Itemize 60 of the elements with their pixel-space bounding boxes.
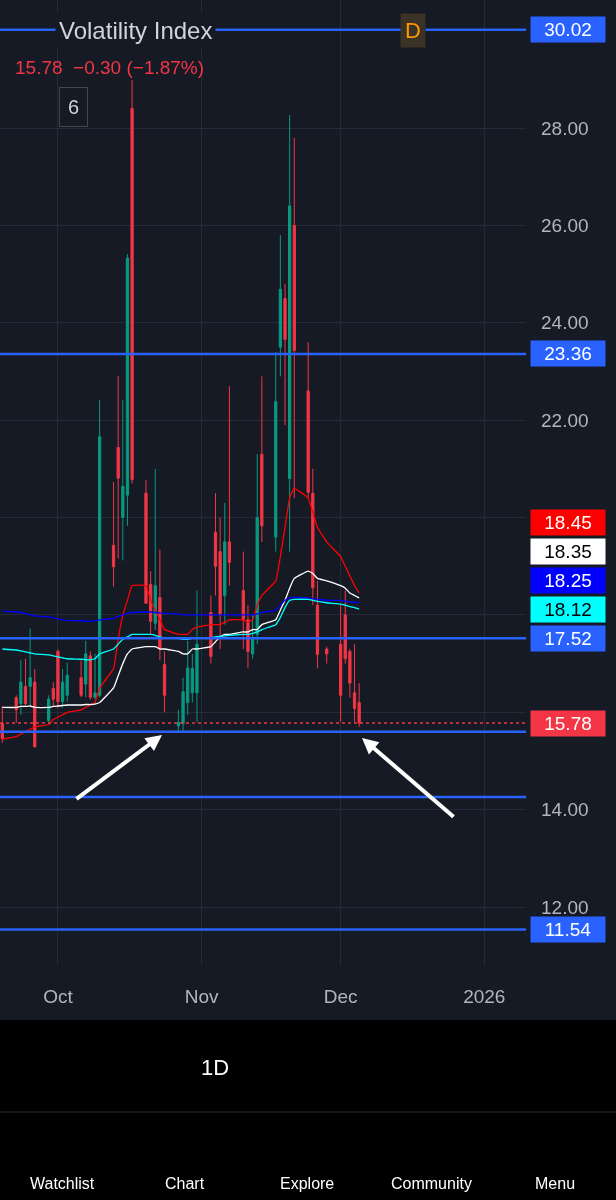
text: 15.78 −0.30 (−1.87%): [15, 57, 205, 78]
candlestick: [116, 375, 120, 559]
candlestick: [153, 468, 157, 631]
candlestick: [79, 659, 83, 698]
candlestick: [278, 234, 283, 377]
candlestick: [255, 453, 259, 645]
text: 18.45: [544, 512, 592, 533]
text: Menu: [535, 1175, 576, 1192]
candlestick: [288, 114, 292, 553]
candlestick: [260, 375, 264, 543]
candlestick: [223, 502, 227, 626]
candlestick: [274, 351, 278, 553]
line-series: [1, 596, 360, 622]
candlestick: [250, 614, 255, 660]
candlestick: [56, 649, 60, 709]
x-tick-label: 2026: [463, 986, 506, 1007]
ref-line-label: 15.78: [544, 713, 592, 734]
candlestick: [306, 341, 310, 499]
text: 18.12: [544, 599, 592, 620]
x-tick-label: Nov: [184, 986, 219, 1007]
y-tick-label: 14.00: [541, 799, 589, 821]
ref-line-label: 17.52: [544, 628, 592, 649]
annotation: D: [405, 18, 421, 43]
y-tick-label: 26.00: [541, 215, 589, 237]
y-tick-label: 22.00: [541, 409, 589, 431]
candlestick: [88, 650, 93, 701]
candlestick: [311, 468, 315, 606]
line-series: [1, 487, 360, 740]
annotation: 6: [68, 96, 80, 118]
candlestick: [111, 481, 116, 588]
text: Watchlist: [30, 1175, 95, 1192]
candlestick: [227, 385, 232, 587]
text: 18.25: [544, 570, 592, 591]
text: Volatility Index: [59, 17, 213, 44]
x-tick-label: Oct: [43, 986, 74, 1007]
candlestick: [162, 650, 167, 713]
candlestick: [292, 137, 296, 499]
text: Explore: [280, 1175, 335, 1192]
text: Chart: [165, 1175, 205, 1192]
y-tick-label: 24.00: [541, 312, 589, 334]
text: Community: [391, 1175, 472, 1192]
candlestick: [176, 709, 181, 733]
ref-line-label: 30.02: [544, 19, 592, 40]
ref-line-label: 23.36: [544, 343, 592, 364]
text: 18.35: [544, 541, 592, 562]
candlestick: [283, 283, 287, 426]
candlestick: [23, 658, 28, 707]
candlestick: [130, 79, 134, 484]
ref-line-label: 11.54: [544, 919, 592, 940]
x-tick-label: Dec: [323, 986, 358, 1007]
candlestick: [195, 590, 199, 723]
line-series: [1, 570, 360, 709]
candlestick: [28, 628, 32, 707]
candlestick: [315, 580, 320, 669]
y-tick-label: 28.00: [541, 117, 589, 139]
candlestick: [19, 659, 23, 716]
text: 1D: [201, 1055, 230, 1080]
y-tick-label: 12.00: [541, 896, 589, 918]
candlestick: [325, 646, 329, 665]
candlestick: [84, 640, 88, 698]
